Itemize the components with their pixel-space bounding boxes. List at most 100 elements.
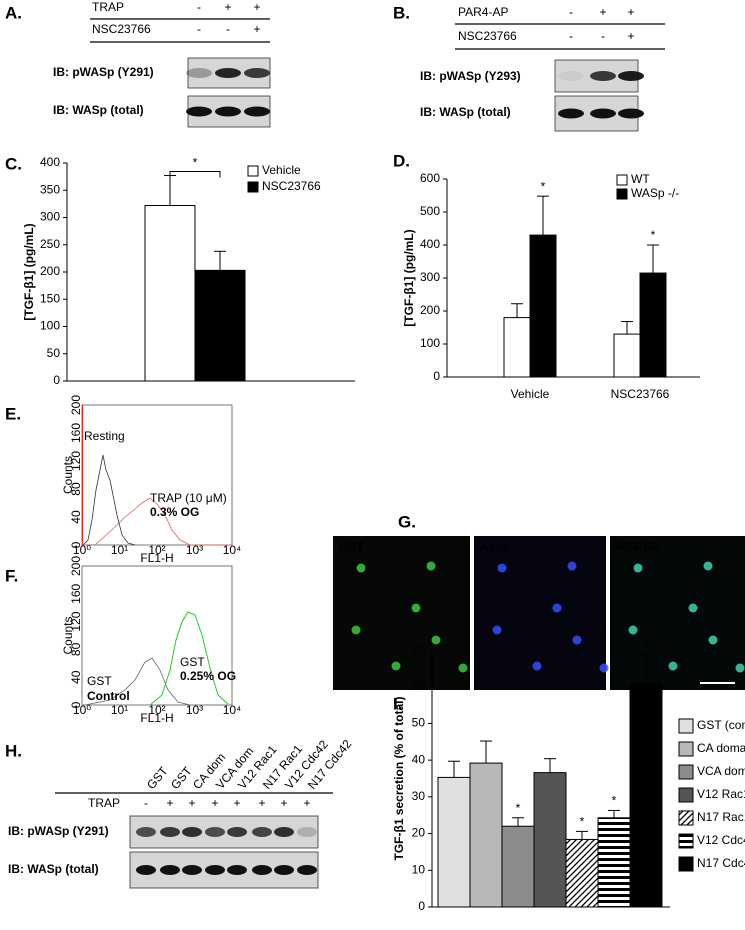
blot-band	[205, 827, 225, 837]
flow-curve	[84, 657, 191, 706]
y-axis-label: [TGF-β1] (pg/mL)	[22, 223, 36, 320]
cell	[426, 561, 436, 571]
x-tick-label: 10⁴	[223, 703, 242, 717]
bar	[503, 317, 531, 378]
blot-row-label: IB: pWASp (Y293)	[420, 69, 521, 83]
blot-row-label: IB: pWASp (Y291)	[53, 65, 154, 79]
treatment-sign: -	[197, 0, 201, 14]
y-tick-label: 80	[69, 642, 83, 656]
y-tick-label: 40	[69, 670, 83, 684]
treatment-sign: +	[166, 796, 173, 810]
y-tick-label: 600	[420, 171, 440, 185]
y-tick-label: 160	[69, 423, 83, 443]
treatment-sign: -	[144, 796, 148, 810]
treatment-sign: +	[253, 22, 260, 36]
bar	[533, 772, 567, 908]
y-tick-label: 0	[69, 701, 83, 708]
cell	[703, 561, 713, 571]
bar	[613, 333, 641, 378]
legend-label: N17 Cdc42	[697, 856, 745, 870]
legend-label: GST (control)	[697, 718, 745, 732]
y-axis-label: [TGF-β1] (pg/mL)	[402, 229, 416, 326]
y-tick-label: 40	[412, 752, 426, 766]
cell	[458, 663, 468, 673]
panel-label: C.	[5, 154, 22, 173]
cell	[572, 635, 582, 645]
significance-star: *	[612, 794, 617, 808]
bar	[629, 683, 663, 908]
y-tick-label: 40	[69, 510, 83, 524]
micrograph-label: GST	[339, 540, 364, 554]
cell	[599, 663, 609, 673]
blot-row-label: IB: WASp (total)	[8, 862, 99, 876]
blot-band	[186, 68, 212, 78]
x-tick-label: 10¹	[111, 543, 128, 557]
cell	[351, 625, 361, 635]
treatment-sign: +	[303, 796, 310, 810]
x-axis-label: FL1-H	[140, 711, 173, 725]
cell	[628, 625, 638, 635]
cell	[431, 635, 441, 645]
treatment-label: NSC23766	[92, 22, 151, 36]
y-tick-label: 200	[69, 556, 83, 576]
legend-swatch	[678, 764, 694, 780]
y-tick-label: 400	[420, 237, 440, 251]
blot-band	[182, 827, 202, 837]
significance-star: *	[651, 228, 656, 242]
panel-label: E.	[5, 404, 21, 423]
blot-band	[252, 865, 272, 875]
annotation: Control	[87, 689, 130, 703]
legend-label: Vehicle	[262, 163, 301, 177]
y-tick-label: 120	[69, 611, 83, 631]
micrograph	[610, 536, 745, 690]
y-tick-label: 500	[420, 204, 440, 218]
micrograph	[333, 536, 470, 690]
treatment-label: PAR4-AP	[458, 5, 508, 19]
flow-frame	[81, 404, 233, 546]
significance-star: *	[580, 815, 585, 829]
y-tick-label: 70	[412, 642, 426, 656]
y-tick-label: 0	[69, 541, 83, 548]
y-axis-label: Counts	[61, 616, 75, 654]
micrograph-label: MERGE	[616, 540, 660, 554]
treatment-sign: +	[188, 796, 195, 810]
blot-band	[244, 106, 270, 117]
y-axis-label: TGF-β1 secretion (% of total)	[392, 696, 406, 860]
treatment-sign: +	[211, 796, 218, 810]
x-tick-label: 10²	[148, 543, 165, 557]
blot-band	[215, 68, 241, 78]
blot-band	[205, 865, 225, 875]
panel-label: D.	[393, 151, 410, 170]
treatment-sign: +	[627, 5, 634, 19]
y-tick-label: 200	[69, 395, 83, 415]
treatment-sign: +	[280, 796, 287, 810]
y-tick-label: 50	[47, 346, 61, 360]
y-tick-label: 100	[40, 319, 60, 333]
panel-label: I.	[393, 694, 402, 713]
cell	[633, 563, 643, 573]
legend-label: V12 Cdc42	[697, 833, 745, 847]
flow-curve	[94, 497, 232, 546]
y-tick-label: 100	[420, 336, 440, 350]
legend-label: WT	[631, 172, 650, 186]
blot-band	[618, 71, 644, 81]
blot-band	[274, 865, 294, 875]
y-tick-label: 350	[40, 182, 60, 196]
y-tick-label: 250	[40, 237, 60, 251]
blot-band	[274, 827, 294, 837]
annotation: GST	[87, 674, 112, 688]
treatment-label: TRAP	[92, 0, 124, 14]
y-tick-label: 30	[412, 789, 426, 803]
blot-row-label: IB: pWASp (Y291)	[8, 824, 109, 838]
blot-band	[558, 71, 584, 81]
bar	[194, 269, 246, 382]
legend-swatch	[678, 810, 694, 826]
blot-band	[297, 865, 317, 875]
cell	[567, 561, 577, 571]
cell	[668, 661, 678, 671]
cell	[497, 563, 507, 573]
blot-band	[160, 865, 180, 875]
bracket	[169, 171, 221, 178]
panel-label: B.	[393, 3, 410, 22]
